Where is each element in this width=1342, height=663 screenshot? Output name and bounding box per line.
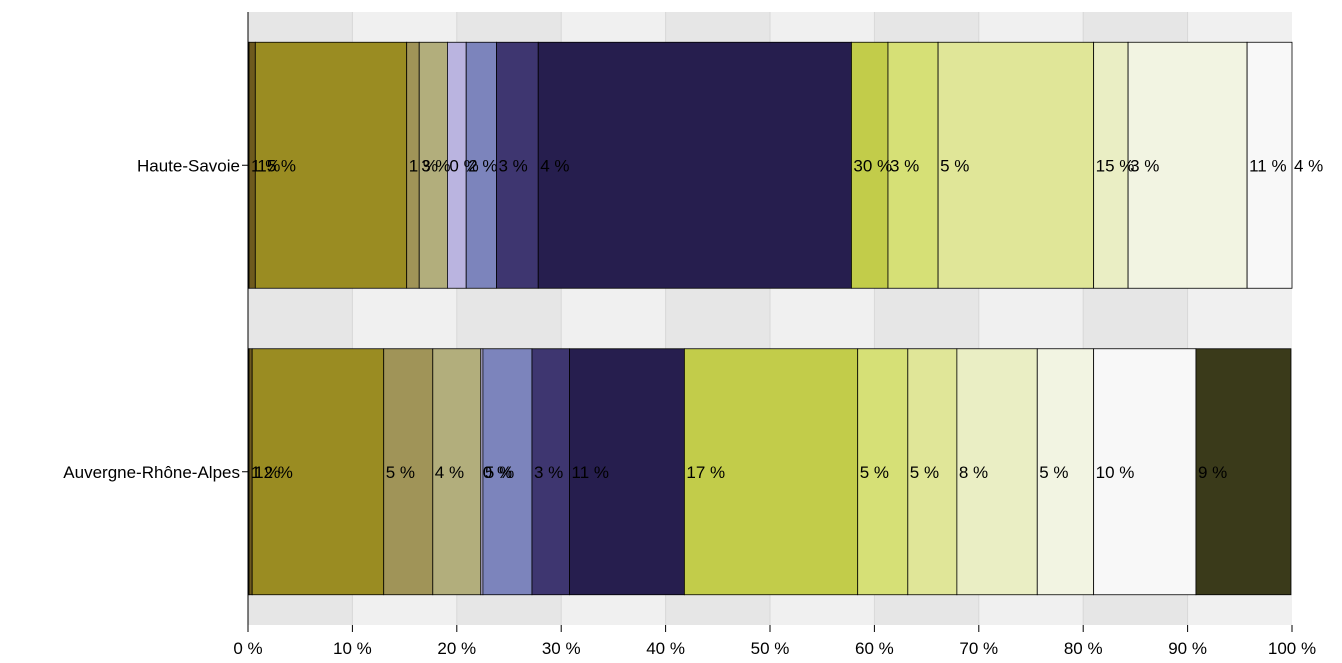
- segment-label: 3 %: [534, 463, 563, 482]
- x-tick-label: 100 %: [1268, 639, 1316, 658]
- bar-segment: [537, 41, 852, 289]
- x-tick-label: 10 %: [333, 639, 372, 658]
- segment-label: 5 %: [1039, 463, 1068, 482]
- x-tick-label: 90 %: [1168, 639, 1207, 658]
- x-tick-label: 80 %: [1064, 639, 1103, 658]
- segment-label: 4 %: [540, 156, 569, 175]
- bar-group: [247, 41, 1293, 596]
- segment-label: 9 %: [1198, 463, 1227, 482]
- segment-label: 10 %: [1096, 463, 1135, 482]
- x-tick-label: 70 %: [959, 639, 998, 658]
- bar-segment: [1127, 41, 1248, 289]
- bar-segment: [857, 348, 909, 596]
- bar-segment: [937, 41, 1095, 289]
- bar-segment: [251, 348, 385, 596]
- segment-label: 5 %: [910, 463, 939, 482]
- segment-labels: 1 %15 % 1 %3 %0 %2 % 3 % 4 % 30 %3 % 5 % 15 %3…: [251, 156, 1323, 482]
- bar-segment: [465, 41, 497, 289]
- segment-label: 8 %: [959, 463, 988, 482]
- bar-segment: [383, 348, 434, 596]
- x-tick-label: 60 %: [855, 639, 894, 658]
- bar-segment: [1093, 41, 1129, 289]
- segment-label: 15 %: [1096, 156, 1135, 175]
- segment-label: 1 %: [251, 463, 280, 482]
- bar-segment: [531, 348, 570, 596]
- segment-label: 5 %: [485, 463, 514, 482]
- category-label: Haute-Savoie: [137, 156, 240, 175]
- segment-label: 15 %: [257, 156, 296, 175]
- bar-segment: [887, 41, 939, 289]
- segment-label: 1 %: [409, 156, 438, 175]
- segment-label: 0 %: [449, 156, 478, 175]
- bar-segment: [432, 348, 482, 596]
- segment-label: 2 %: [468, 156, 497, 175]
- segment-label: 5 %: [386, 463, 415, 482]
- segment-label: 1 %: [251, 156, 280, 175]
- x-tick-label: 30 %: [542, 639, 581, 658]
- segment-label: 5 %: [940, 156, 969, 175]
- x-tick-label: 50 %: [751, 639, 790, 658]
- segment-label: 17 %: [686, 463, 725, 482]
- segment-label: 11 %: [572, 463, 610, 482]
- bar-segment: [1093, 348, 1197, 596]
- x-tick-label: 40 %: [646, 639, 685, 658]
- bar-segment: [254, 41, 408, 289]
- segment-label: 30 %: [853, 156, 892, 175]
- x-tick-label: 20 %: [437, 639, 476, 658]
- bar-segment: [482, 348, 533, 596]
- segment-label: 0 %: [483, 463, 512, 482]
- bar-segment: [907, 348, 958, 596]
- x-axis: 0 % 10 % 20 % 30 % 40 % 50 % 60 % 70 % 80 % 90 % 1…: [233, 625, 1316, 658]
- segment-label: 12 %: [254, 463, 293, 482]
- segment-label: 3 %: [421, 156, 450, 175]
- bar-segment: [1246, 41, 1293, 289]
- segment-label: 11 %: [1249, 156, 1287, 175]
- segment-label: 4 %: [1294, 156, 1323, 175]
- segment-label: 3 %: [1130, 156, 1159, 175]
- segment-label: 4 %: [435, 463, 464, 482]
- bar-segment: [851, 41, 889, 289]
- bar-segment: [1195, 348, 1292, 596]
- x-tick-label: 0 %: [233, 639, 262, 658]
- bar-segment: [496, 41, 539, 289]
- bar-segment: [418, 41, 448, 289]
- y-axis: Haute-Savoie Auvergne-Rhône-Alpes: [63, 12, 249, 625]
- bar-segment: [569, 348, 685, 596]
- segment-label: 3 %: [498, 156, 527, 175]
- segment-label: 5 %: [860, 463, 889, 482]
- segment-label: 3 %: [890, 156, 919, 175]
- category-label: Auvergne-Rhône-Alpes: [63, 463, 240, 482]
- bar-segment: [683, 348, 859, 596]
